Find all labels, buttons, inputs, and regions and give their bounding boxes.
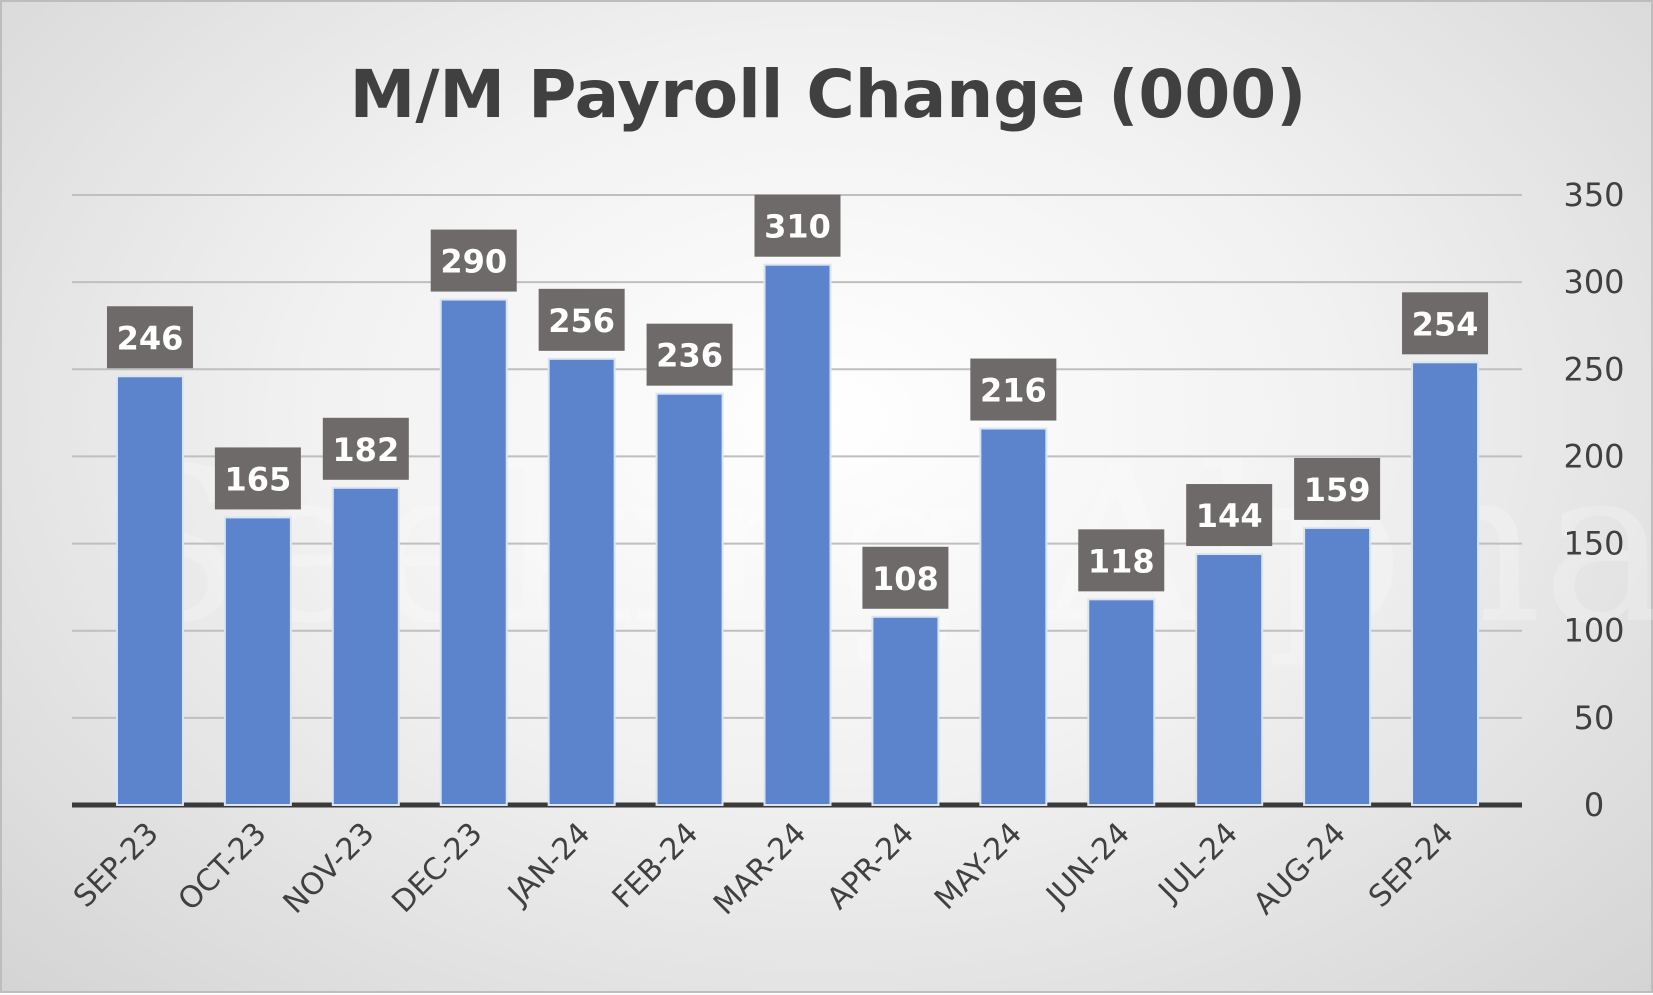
y-tick-label: 0 — [1584, 786, 1604, 824]
data-label: 254 — [1412, 305, 1479, 343]
data-label-box — [1186, 484, 1273, 547]
x-tick-label: MAY-24 — [928, 816, 1029, 917]
data-label: 159 — [1304, 471, 1371, 509]
data-label-box — [1402, 292, 1489, 355]
data-label: 165 — [224, 460, 291, 498]
x-tick-label: MAR-24 — [707, 816, 813, 922]
data-label-box — [322, 417, 409, 480]
data-label: 182 — [332, 431, 399, 469]
bar-jul-24 — [1195, 553, 1264, 806]
data-label-box — [970, 358, 1057, 421]
data-label-box — [214, 447, 301, 510]
data-label-box — [862, 546, 949, 609]
x-tick-label: OCT-23 — [172, 816, 274, 918]
bar-sep-24 — [1411, 361, 1480, 806]
y-tick-label: 150 — [1563, 525, 1624, 563]
data-label: 144 — [1196, 497, 1263, 535]
bar-mar-24 — [763, 263, 832, 806]
y-tick-label: 200 — [1563, 437, 1624, 475]
x-tick-label: JUL-24 — [1151, 816, 1245, 910]
data-label: 310 — [764, 208, 831, 246]
x-axis-ticks: SEP-23 OCT-23 NOV-23 DEC-23 JAN-24 FEB-24 MAR-… — [67, 816, 1461, 922]
bar-dec-23 — [439, 298, 508, 806]
bar-jan-24 — [547, 357, 616, 806]
data-label: 246 — [117, 319, 184, 357]
data-label: 108 — [872, 560, 939, 598]
data-label: 256 — [548, 302, 615, 340]
data-label: 118 — [1088, 542, 1155, 580]
bars — [115, 263, 1480, 807]
data-labels: 246 165 182 290 256 236 310 108 216 118 144 159 254 — [106, 194, 1489, 609]
y-tick-label: 350 — [1563, 176, 1624, 214]
bar-jun-24 — [1087, 598, 1156, 806]
y-tick-label: 100 — [1563, 612, 1624, 650]
data-label-box — [1078, 529, 1165, 592]
bar-may-24 — [979, 427, 1048, 806]
data-label: 290 — [440, 243, 507, 281]
x-tick-label: SEP-24 — [1362, 816, 1461, 915]
data-label: 236 — [656, 337, 723, 375]
x-tick-label: AUG-24 — [1247, 816, 1353, 922]
x-tick-label: NOV-23 — [277, 816, 382, 921]
x-tick-label: DEC-23 — [385, 816, 489, 920]
data-label-box — [646, 323, 733, 386]
bar-apr-24 — [871, 615, 940, 806]
data-label-box — [538, 288, 625, 351]
y-axis-ticks: 0 50 100 150 200 250 300 350 — [1563, 176, 1624, 824]
bar-sep-23 — [115, 375, 184, 806]
data-label-box — [754, 194, 841, 257]
y-tick-label: 250 — [1563, 350, 1624, 388]
data-label-box — [430, 229, 517, 292]
data-label-box — [1294, 457, 1381, 520]
y-tick-label: 300 — [1563, 263, 1624, 301]
y-tick-label: 50 — [1574, 699, 1615, 737]
data-label-box — [106, 306, 193, 369]
chart-title: M/M Payroll Change (000) — [350, 56, 1307, 133]
x-tick-label: APR-24 — [820, 816, 921, 917]
x-tick-label: JUN-24 — [1038, 816, 1136, 914]
bar-nov-23 — [331, 486, 400, 806]
x-tick-label: SEP-23 — [67, 816, 166, 915]
bar-oct-23 — [223, 516, 292, 807]
x-tick-label: FEB-24 — [606, 816, 706, 916]
x-tick-label: JAN-24 — [500, 816, 597, 913]
bar-feb-24 — [655, 392, 724, 806]
bar-aug-24 — [1303, 526, 1372, 807]
data-label: 216 — [980, 372, 1047, 410]
